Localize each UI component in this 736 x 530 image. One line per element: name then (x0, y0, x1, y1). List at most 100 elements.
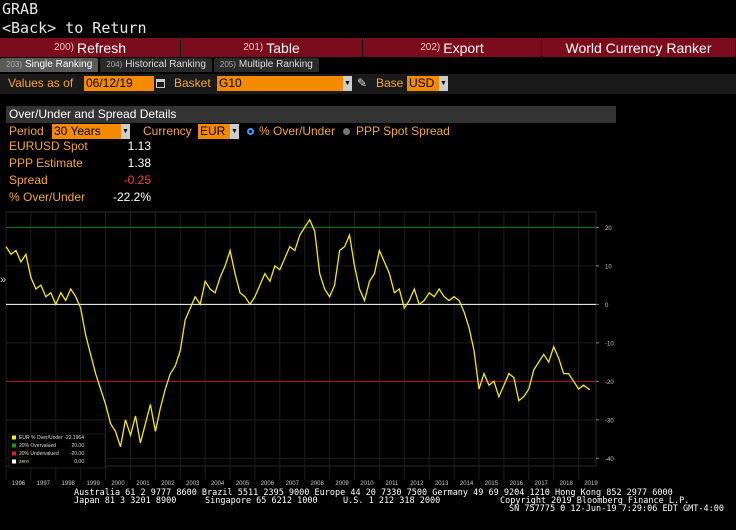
legend-label: 20% Undervalued (19, 451, 59, 457)
date-value: 06/12/19 (86, 76, 133, 90)
radio-ppp-spread[interactable] (343, 128, 350, 135)
tab-label: Historical Ranking (125, 59, 206, 70)
chart-legend: EUR % Over/Under -22.1964 20% Overvalued 20… (8, 433, 106, 469)
stat-value: -22.2% (112, 190, 151, 204)
x-tick-label: 2001 (136, 481, 150, 486)
refresh-button[interactable]: 200) Refresh (0, 38, 180, 57)
currency-value: EUR (200, 124, 226, 138)
stat-label: % Over/Under (9, 190, 86, 204)
x-tick-label: 1996 (12, 481, 26, 486)
option-ppp-spread-label: PPP Spot Spread (356, 124, 450, 138)
tab-historical-ranking[interactable]: 204) Historical Ranking (100, 58, 212, 72)
legend-swatch (12, 459, 16, 464)
refresh-number: 200) (53, 42, 74, 53)
export-button[interactable]: 202) Export (363, 38, 541, 57)
legend-swatch (12, 435, 16, 440)
legend-value: -22.1964 (64, 435, 84, 441)
y-tick-label: -40 (605, 457, 614, 463)
tab-multiple-ranking[interactable]: 205) Multiple Ranking (213, 58, 319, 72)
chevron-down-icon: ▼ (343, 76, 352, 91)
currency-dropdown[interactable]: EUR ▼ (198, 124, 239, 139)
radio-over-under[interactable] (247, 128, 254, 135)
tab-label: Single Ranking (25, 59, 93, 70)
x-tick-label: 2000 (111, 481, 125, 486)
x-tick-label: 2012 (410, 481, 424, 486)
option-over-under-label: % Over/Under (259, 124, 336, 138)
legend-value: -20.00 (70, 451, 84, 457)
table-button[interactable]: 201) Table (181, 38, 362, 57)
footer: Australia 61 2 9777 8600 Brazil 5511 239… (0, 487, 736, 530)
x-tick-label: 2019 (584, 481, 598, 486)
chevron-down-icon: ▼ (121, 124, 130, 139)
x-tick-label: 2010 (360, 481, 374, 486)
tab-number: 203) (6, 60, 23, 69)
stat-value: 1.13 (127, 139, 151, 153)
table-label: Table (266, 39, 300, 56)
y-tick-label: -10 (605, 341, 614, 347)
currency-label: Currency (143, 124, 192, 138)
x-tick-label: 2003 (186, 481, 200, 486)
legend-value: 20.00 (71, 443, 84, 449)
command-line[interactable]: GRAB (2, 0, 39, 18)
legend-label: 20% Overvalued (19, 443, 56, 449)
x-tick-label: 2016 (510, 481, 524, 486)
command-area: GRAB <Back> to Return (2, 0, 147, 38)
legend-box (8, 433, 106, 469)
expand-arrow-icon[interactable]: » (0, 274, 7, 286)
options-row: Period 30 Years ▼ Currency EUR ▼ % Over/… (6, 123, 616, 139)
chevron-down-icon: ▼ (439, 76, 448, 91)
footer-japan: Japan 81 3 3201 8900 (74, 496, 177, 506)
plot-frame (5, 211, 597, 467)
x-tick-label: 2004 (211, 481, 225, 486)
footer-session: SN 757775 0 12-Jun-19 7:29:06 EDT GMT-4:… (509, 504, 724, 514)
x-tick-label: 2018 (559, 481, 573, 486)
export-number: 202) (420, 42, 441, 53)
x-tick-label: 2007 (286, 481, 300, 486)
stat-value: 1.38 (127, 156, 151, 170)
tab-bar: 203) Single Ranking 204) Historical Rankin… (0, 58, 321, 72)
calendar-icon[interactable] (156, 79, 165, 88)
app-title: World Currency Ranker (565, 39, 712, 56)
basket-value: G10 (219, 76, 242, 90)
tab-number: 204) (106, 60, 123, 69)
eur-over-under-line (5, 218, 591, 448)
tab-single-ranking[interactable]: 203) Single Ranking (0, 58, 99, 72)
values-as-of-label: Values as of (8, 76, 74, 90)
stat-label: Spread (9, 173, 48, 187)
x-tick-label: 2013 (435, 481, 449, 486)
footer-contacts: Australia 61 2 9777 8600 Brazil 5511 239… (74, 488, 673, 498)
details-panel: Over/Under and Spread Details Period 30 … (6, 106, 616, 204)
base-label: Base (376, 76, 404, 90)
refresh-label: Refresh (76, 39, 127, 56)
stat-value-spread: -0.25 (123, 173, 151, 187)
date-field[interactable]: 06/12/19 (84, 76, 154, 91)
base-dropdown[interactable]: USD ▼ (407, 76, 448, 91)
period-label: Period (9, 124, 44, 138)
y-tick-label: 0 (605, 303, 609, 309)
legend-swatch (12, 451, 16, 456)
y-tick-label: -30 (605, 418, 614, 424)
y-tick-label: 20 (605, 226, 612, 232)
basket-dropdown[interactable]: G10 ▼ (217, 76, 352, 91)
back-to-return[interactable]: <Back> to Return (2, 19, 147, 37)
x-tick-label: 2017 (535, 481, 549, 486)
stats-list: EURUSD Spot 1.13 PPP Estimate 1.38 Sprea… (6, 139, 616, 204)
tab-label: Multiple Ranking (238, 59, 313, 70)
tab-number: 205) (219, 60, 236, 69)
period-dropdown[interactable]: 30 Years ▼ (52, 124, 130, 139)
base-value: USD (409, 76, 435, 90)
footer-us: U.S. 1 212 318 2000 (343, 496, 441, 506)
legend-label: zero (19, 459, 29, 465)
stat-label: PPP Estimate (9, 156, 83, 170)
y-tick-label: -20 (605, 380, 614, 386)
pencil-icon[interactable]: ✎ (357, 76, 368, 90)
period-value: 30 Years (54, 124, 101, 138)
panel-title: Over/Under and Spread Details (6, 106, 616, 123)
x-tick-label: 2008 (311, 481, 325, 486)
x-tick-label: 2009 (335, 481, 349, 486)
reference-lines (6, 226, 596, 382)
legend-swatch (12, 443, 16, 448)
export-label: Export (443, 39, 484, 56)
x-tick-label: 2011 (385, 481, 399, 486)
